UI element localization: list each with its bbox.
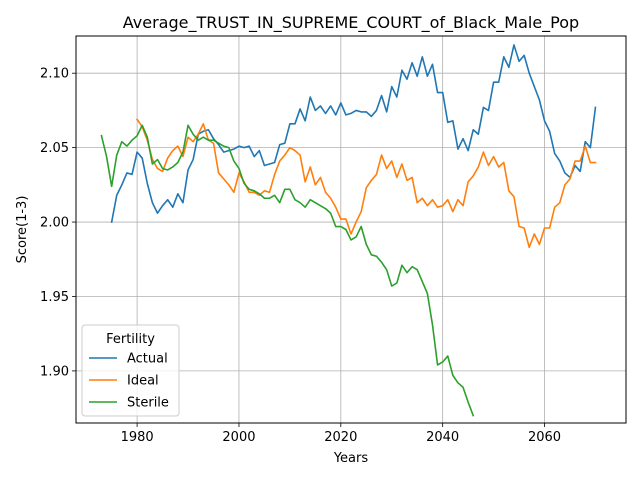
chart-title: Average_TRUST_IN_SUPREME_COURT_of_Black_… bbox=[123, 13, 579, 33]
legend-title: Fertility bbox=[106, 332, 155, 347]
y-axis-label: Score(1-3) bbox=[15, 196, 30, 264]
series-lines bbox=[100, 44, 597, 417]
legend-label-sterile: Sterile bbox=[127, 396, 169, 411]
x-axis-ticks: 1980 2000 2020 2040 2060 bbox=[121, 423, 561, 445]
x-tick-label: 2000 bbox=[222, 430, 255, 445]
y-tick-label: 2.00 bbox=[40, 216, 69, 231]
y-tick-label: 2.10 bbox=[40, 67, 69, 82]
y-axis-ticks: 1.90 1.95 2.00 2.05 2.10 bbox=[40, 67, 76, 379]
legend-label-actual: Actual bbox=[127, 352, 168, 367]
x-tick-label: 2040 bbox=[426, 430, 459, 445]
y-tick-label: 1.95 bbox=[40, 290, 69, 305]
y-tick-label: 1.90 bbox=[40, 364, 69, 379]
grid bbox=[76, 36, 626, 423]
legend-items: Actual Ideal Sterile bbox=[89, 352, 169, 411]
legend-box bbox=[81, 324, 180, 417]
x-tick-label: 2020 bbox=[324, 430, 357, 445]
x-tick-label: 2060 bbox=[528, 430, 561, 445]
legend: Fertility Actual Ideal Sterile bbox=[81, 324, 180, 417]
series-line-ideal bbox=[135, 118, 597, 249]
legend-label-ideal: Ideal bbox=[127, 374, 159, 389]
x-tick-label: 1980 bbox=[121, 430, 154, 445]
series-line-actual bbox=[110, 44, 597, 223]
y-tick-label: 2.05 bbox=[40, 141, 69, 156]
series-line-sterile bbox=[100, 124, 475, 417]
x-axis-label: Years bbox=[333, 451, 369, 466]
plot-frame bbox=[75, 35, 627, 424]
